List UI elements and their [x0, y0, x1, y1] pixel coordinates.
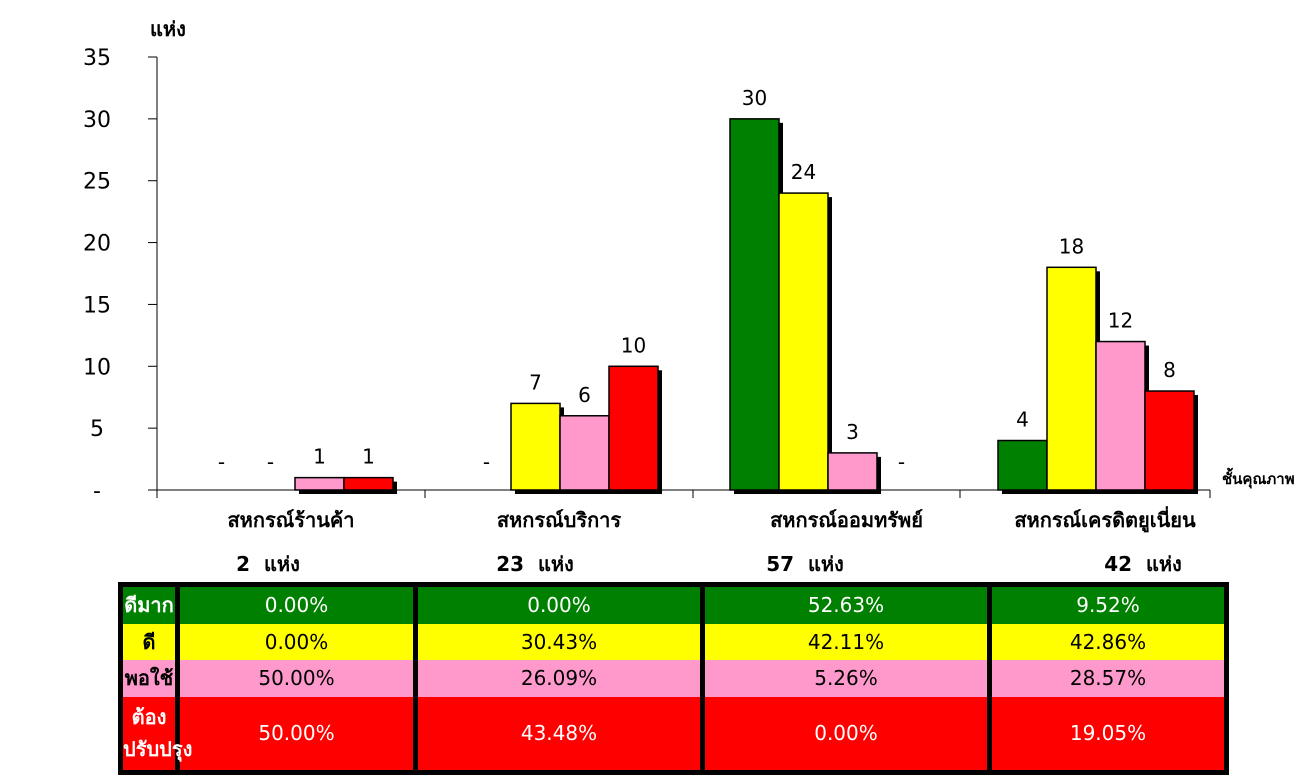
data-label: 12 [1108, 309, 1133, 333]
y-axis: - 5 10 15 20 25 30 35 [83, 46, 158, 504]
data-label: 6 [578, 383, 591, 407]
bar [510, 402, 561, 491]
y-tick-label: 5 [90, 417, 104, 442]
bar [608, 365, 659, 491]
data-label: - [267, 450, 274, 474]
y-tick-label: 20 [83, 232, 111, 257]
x-tick-label: สหกรณ์ออมทรัพย์ [770, 508, 923, 532]
table-cell: 0.00% [705, 696, 992, 770]
data-label: 30 [742, 86, 767, 110]
data-label: - [483, 450, 490, 474]
bar [1095, 340, 1146, 491]
row-label: ดี [123, 623, 180, 661]
data-label: 18 [1059, 234, 1084, 258]
y-tick-label: - [93, 479, 101, 504]
category-totals: 2 แห่ง 23 แห่ง 57 แห่ง 42 แห่ง [0, 548, 1307, 578]
x-axis: สหกรณ์ร้านค้า สหกรณ์บริการ สหกรณ์ออมทรัพย์… [156, 489, 1211, 534]
bar [827, 452, 878, 491]
y-axis-title: แห่ง [150, 17, 186, 41]
bar [1046, 266, 1097, 491]
table-row: พอใช้ 50.00% 26.09% 5.26% 28.57% [123, 660, 1224, 697]
y-tick-label: 10 [83, 355, 111, 380]
data-label: 24 [791, 160, 816, 184]
bar [294, 476, 345, 491]
table-cell: 0.00% [180, 587, 418, 624]
x-tick-label: สหกรณ์ร้านค้า [227, 508, 354, 532]
bars: - - 30 4 - 7 24 18 1 6 3 12 1 10 - 8 [218, 86, 1198, 495]
table-row: ดี 0.00% 30.43% 42.11% 42.86% [123, 623, 1224, 661]
table-cell: 26.09% [418, 660, 705, 697]
table-cell: 0.00% [180, 623, 418, 661]
table-cell: 9.52% [992, 587, 1224, 624]
bar [1144, 390, 1195, 491]
row-label: พอใช้ [123, 660, 180, 697]
data-label: 1 [362, 445, 375, 469]
bar [343, 476, 394, 491]
category-total: 57 แห่ง [766, 552, 844, 576]
table-cell: 43.48% [418, 696, 705, 770]
x-tick-label: สหกรณ์เครดิตยูเนี่ยน [1014, 505, 1196, 534]
table-cell: 30.43% [418, 623, 705, 661]
data-label: 4 [1016, 408, 1029, 432]
y-tick-label: 15 [83, 293, 111, 318]
bar-chart: แห่ง ชั้นคุณภาพ - 5 10 15 20 25 30 35 - - 30 4 - 7 24… [83, 17, 1295, 534]
bar [559, 415, 610, 491]
table-row: ต้องปรับปรุง 50.00% 43.48% 0.00% 19.05% [123, 696, 1224, 770]
category-total: 23 แห่ง [496, 552, 574, 576]
table-cell: 42.11% [705, 623, 992, 661]
table-cell: 50.00% [180, 696, 418, 770]
y-tick-label: 25 [83, 170, 111, 195]
percentage-table: ดีมาก 0.00% 0.00% 52.63% 9.52% ดี 0.00% 30.43% 4… [118, 582, 1229, 775]
table-cell: 52.63% [705, 587, 992, 624]
x-axis-title: ชั้นคุณภาพ [1222, 467, 1295, 489]
y-tick-label: 30 [83, 108, 111, 133]
row-label: ต้องปรับปรุง [123, 696, 192, 770]
data-label: 3 [846, 420, 859, 444]
table-cell: 0.00% [418, 587, 705, 624]
row-label: ดีมาก [123, 587, 180, 624]
table-cell: 50.00% [180, 660, 418, 697]
data-label: 7 [529, 370, 542, 394]
data-label: 1 [313, 445, 326, 469]
x-tick-label: สหกรณ์บริการ [497, 508, 622, 532]
data-label: 10 [621, 333, 646, 357]
data-label: - [898, 450, 905, 474]
category-total: 42 แห่ง [1104, 552, 1182, 576]
y-tick-label: 35 [83, 46, 111, 71]
table-row: ดีมาก 0.00% 0.00% 52.63% 9.52% [123, 587, 1224, 624]
data-label: 8 [1163, 358, 1176, 382]
data-label: - [218, 450, 225, 474]
table-cell: 19.05% [992, 696, 1224, 770]
bar [778, 192, 829, 491]
bar [729, 118, 780, 491]
table-cell: 42.86% [992, 623, 1224, 661]
table-cell: 28.57% [992, 660, 1224, 697]
bar [997, 439, 1048, 491]
category-total: 2 แห่ง [236, 552, 300, 576]
table-cell: 5.26% [705, 660, 992, 697]
